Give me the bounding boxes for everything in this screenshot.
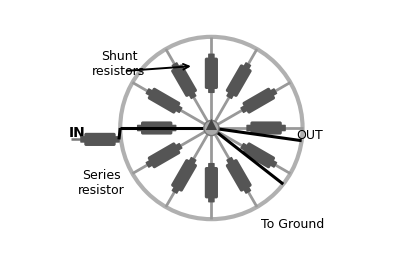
FancyBboxPatch shape: [269, 88, 277, 97]
FancyBboxPatch shape: [226, 91, 235, 99]
FancyBboxPatch shape: [171, 159, 197, 192]
FancyBboxPatch shape: [80, 136, 87, 143]
Text: To Ground: To Ground: [261, 218, 324, 231]
Text: Shunt
resistors: Shunt resistors: [92, 49, 146, 78]
FancyBboxPatch shape: [208, 87, 215, 93]
Text: Series
resistor: Series resistor: [78, 168, 125, 197]
FancyBboxPatch shape: [208, 54, 215, 60]
FancyBboxPatch shape: [240, 143, 249, 151]
FancyBboxPatch shape: [208, 163, 215, 169]
Polygon shape: [206, 119, 217, 130]
Circle shape: [204, 120, 219, 136]
FancyBboxPatch shape: [242, 142, 275, 168]
FancyBboxPatch shape: [246, 125, 253, 131]
FancyBboxPatch shape: [84, 133, 116, 146]
FancyBboxPatch shape: [243, 185, 251, 194]
FancyBboxPatch shape: [205, 58, 218, 89]
FancyBboxPatch shape: [240, 105, 249, 113]
Text: OUT: OUT: [296, 129, 323, 142]
FancyBboxPatch shape: [188, 157, 196, 165]
FancyBboxPatch shape: [146, 159, 154, 168]
FancyBboxPatch shape: [174, 105, 182, 113]
FancyBboxPatch shape: [226, 64, 252, 97]
FancyBboxPatch shape: [174, 143, 182, 151]
FancyBboxPatch shape: [141, 121, 172, 135]
FancyBboxPatch shape: [137, 125, 144, 131]
FancyBboxPatch shape: [269, 159, 277, 168]
FancyBboxPatch shape: [250, 121, 282, 135]
Text: IN: IN: [68, 126, 85, 140]
FancyBboxPatch shape: [226, 159, 252, 192]
FancyBboxPatch shape: [226, 157, 235, 165]
FancyBboxPatch shape: [279, 125, 286, 131]
FancyBboxPatch shape: [188, 91, 196, 99]
FancyBboxPatch shape: [148, 88, 180, 114]
FancyBboxPatch shape: [148, 142, 180, 168]
FancyBboxPatch shape: [170, 125, 176, 131]
FancyBboxPatch shape: [113, 136, 120, 143]
FancyBboxPatch shape: [146, 88, 154, 97]
FancyBboxPatch shape: [208, 196, 215, 202]
FancyBboxPatch shape: [243, 62, 251, 71]
FancyBboxPatch shape: [242, 88, 275, 114]
FancyBboxPatch shape: [205, 167, 218, 198]
FancyBboxPatch shape: [172, 62, 180, 71]
FancyBboxPatch shape: [172, 185, 180, 194]
FancyBboxPatch shape: [171, 64, 197, 97]
